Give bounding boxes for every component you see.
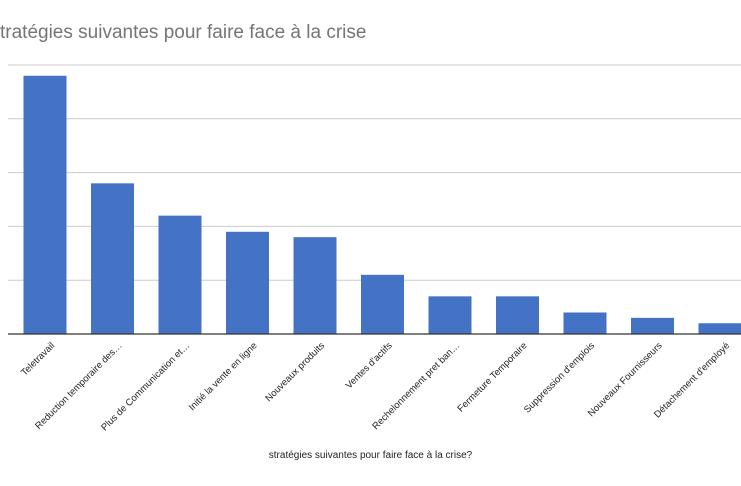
bar — [226, 231, 269, 334]
x-tick-label: Fermeture Temporaire — [456, 340, 530, 414]
x-tick-label: Suppression d'emplois — [522, 340, 597, 415]
x-axis-title: stratégies suivantes pour faire face à l… — [268, 450, 473, 461]
bar — [631, 317, 674, 334]
x-tick-label: Initié la vente en ligne — [187, 340, 260, 413]
bar — [496, 296, 539, 334]
bar — [293, 237, 337, 334]
bar — [563, 312, 607, 334]
x-tick-label: Ventes d'actifs — [344, 340, 395, 391]
bar — [428, 296, 472, 334]
bar — [23, 75, 67, 334]
bar — [158, 215, 202, 334]
x-tick-label: Détachement d'employé — [652, 340, 732, 420]
x-tick-label: Nouveaux produits — [263, 340, 327, 404]
bar — [91, 183, 134, 334]
x-tick-label: Nouveaux Fournisseurs — [586, 340, 665, 419]
chart-title: tratégies suivantes pour faire face à la… — [0, 22, 367, 43]
x-tick-label: Teletravail — [19, 340, 57, 378]
bar — [698, 323, 741, 334]
bar — [361, 274, 404, 334]
